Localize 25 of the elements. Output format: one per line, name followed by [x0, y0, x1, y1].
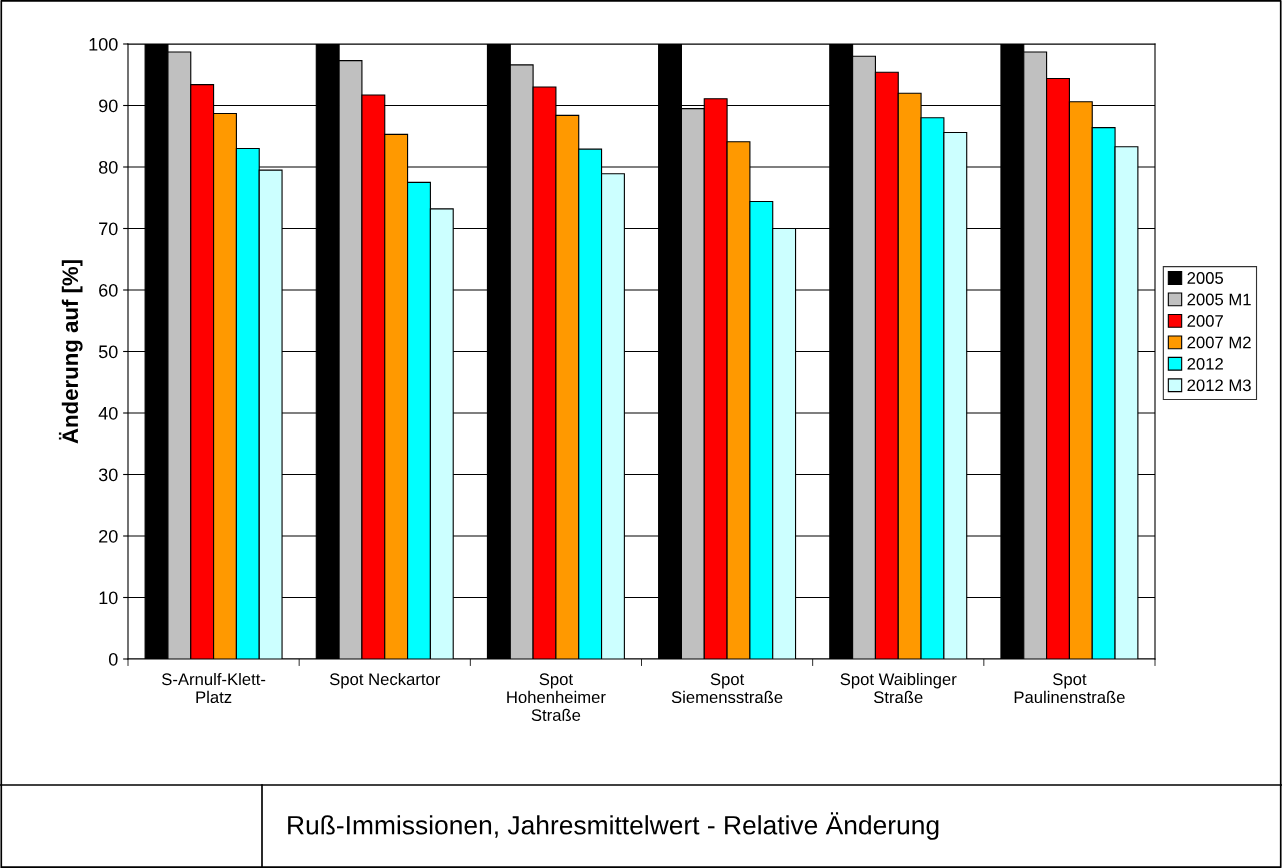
legend-label: 2012 M3: [1187, 379, 1251, 392]
x-tick-label: Spot Paulinenstraße: [1014, 673, 1125, 704]
x-tick-label: Spot Waiblinger Straße: [840, 672, 957, 704]
y-axis-title: Änderung auf [%]: [58, 260, 83, 444]
legend-label: 2005 M1: [1187, 293, 1251, 306]
y-tick-label: 20: [99, 529, 118, 543]
y-tick-label: 10: [99, 591, 118, 605]
y-tick-label: 80: [98, 160, 118, 174]
y-tick-label: 60: [99, 283, 118, 297]
text: Ruß-Immissionen, Jahresmittelwert - Relative Änderung: [288, 812, 939, 840]
y-tick-label: 70: [99, 222, 118, 236]
legend-label: 2007 M2: [1187, 336, 1251, 349]
y-tick-label: 90: [99, 99, 118, 113]
y-tick-label: 40: [98, 406, 118, 420]
y-tick-label: 30: [98, 468, 118, 482]
y-tick-label: 50: [98, 345, 118, 359]
x-tick-label: Spot Siemensstraße: [671, 673, 783, 704]
x-tick-label: S-Arnulf-Klett- Platz: [162, 672, 266, 704]
x-tick-label: Spot Neckartor: [329, 672, 441, 689]
x-tick-label: Spot Hohenheimer Straße: [507, 673, 606, 722]
legend-label: 2005: [1187, 272, 1224, 284]
legend-label: 2007: [1187, 315, 1223, 327]
legend-label: 2012: [1187, 357, 1223, 370]
y-tick-label: 0: [108, 652, 118, 666]
y-tick-label: 100: [89, 37, 118, 51]
